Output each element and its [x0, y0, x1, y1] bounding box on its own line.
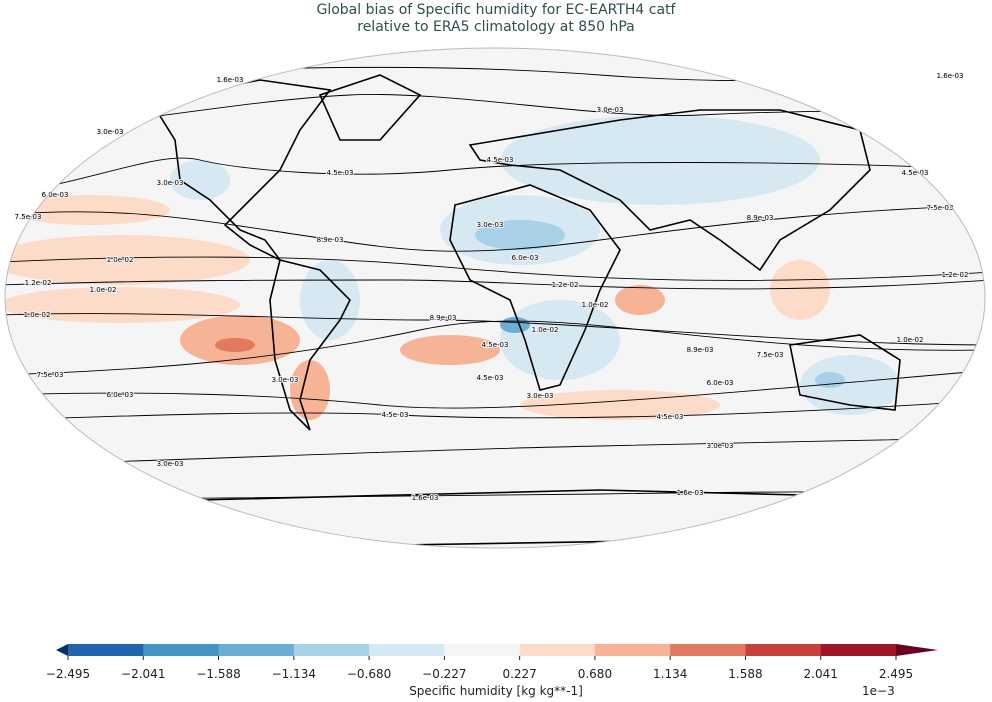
colorbar-segment [745, 644, 822, 656]
colorbar-segment [293, 644, 370, 656]
contour-label: 1.0e-02 [897, 336, 924, 344]
contour-label: 3.0e-03 [707, 442, 734, 450]
contour-lines [5, 66, 985, 501]
colorbar-segment [820, 644, 897, 656]
contour-label: 3.0e-03 [597, 106, 624, 114]
bias-map: 1.6e-03 1.6e-03 3.0e-03 3.0e-03 3.0e-03 4.5e-… [4, 47, 986, 549]
contour-label: 3.0e-03 [97, 128, 124, 136]
contour-label: 8.9e-03 [687, 346, 714, 354]
colorbar-tick-label: −2.495 [46, 667, 90, 681]
title-line-1: Global bias of Specific humidity for EC-… [316, 2, 676, 18]
contour-label: 4.5e-03 [477, 374, 504, 382]
contour-label: 1.6e-03 [937, 72, 964, 80]
colorbar-extend-low [56, 644, 68, 656]
colorbar-segment [143, 644, 220, 656]
contour-label: 1.0e-02 [532, 326, 559, 334]
map-border [4, 47, 986, 549]
contour-label: 7.5e-03 [927, 204, 954, 212]
colorbar-label: Specific humidity [kg kg**-1] [409, 684, 583, 698]
colorbar-tick-label: −0.680 [347, 667, 391, 681]
contour-label: 1.0e-02 [582, 301, 609, 309]
contour-label: 1.6e-03 [217, 76, 244, 84]
contour-label: 1.6e-03 [677, 489, 704, 497]
colorbar-segment [218, 644, 295, 656]
colorbar-tick-label: 1.134 [653, 667, 687, 681]
contour-label: 1.2e-02 [552, 281, 579, 289]
colorbar-tick-label: −2.041 [121, 667, 165, 681]
contour-label: 4.5e-03 [657, 413, 684, 421]
colorbar-segment [670, 644, 746, 656]
contour-label: 8.9e-03 [747, 214, 774, 222]
contour-label: 7.5e-03 [15, 213, 42, 221]
colorbar-segment [519, 644, 596, 656]
contour-label: 1.6e-03 [412, 494, 439, 502]
contour-label: 3.0e-03 [157, 460, 184, 468]
colorbar-tick-label: 0.227 [502, 667, 536, 681]
contour-label: 3.0e-03 [527, 392, 554, 400]
colorbar-extend-high [896, 644, 938, 656]
contour-label: 4.5e-03 [487, 156, 514, 164]
contour-label: 1.0e-02 [24, 311, 51, 319]
contour-label: 1.2e-02 [25, 279, 52, 287]
contour-label: 4.5e-03 [902, 169, 929, 177]
colorbar-tick-label: −1.134 [272, 667, 316, 681]
contour-label: 1.0e-02 [90, 286, 117, 294]
bias-fill [5, 115, 900, 420]
contour-label: 1.2e-02 [942, 271, 969, 279]
contour-label: 3.0e-03 [477, 221, 504, 229]
colorbar-exponent: 1e−3 [862, 684, 895, 698]
contour-label: 6.0e-03 [107, 391, 134, 399]
colorbar-segment [594, 644, 671, 656]
chart-title: Global bias of Specific humidity for EC-… [0, 2, 992, 36]
colorbar-tick-label: 2.495 [879, 667, 913, 681]
contour-label: 4.5e-03 [382, 411, 409, 419]
colorbar: −2.495 −2.041 −1.588 −1.134 −0.680 −0.227 0.22… [46, 644, 938, 681]
contour-label: 1.0e-02 [107, 256, 134, 264]
contour-label: 4.5e-03 [482, 341, 509, 349]
colorbar-segment [68, 644, 144, 656]
contour-label: 6.0e-03 [512, 254, 539, 262]
colorbar-segment [369, 644, 445, 656]
contour-label: 3.0e-03 [272, 376, 299, 384]
contour-label: 7.5e-03 [37, 371, 64, 379]
title-line-2: relative to ERA5 climatology at 850 hPa [357, 19, 635, 35]
contour-label: 4.5e-03 [327, 169, 354, 177]
colorbar-segment [444, 644, 521, 656]
contour-label: 6.0e-03 [707, 379, 734, 387]
contour-label: 7.5e-03 [757, 351, 784, 359]
contour-label: 8.9e-03 [430, 314, 457, 322]
contour-labels: 1.6e-03 1.6e-03 3.0e-03 3.0e-03 3.0e-03 4.5e-… [14, 71, 970, 503]
contour-label: 8.9e-03 [317, 236, 344, 244]
colorbar-tick-label: 2.041 [804, 667, 838, 681]
contour-label: 3.0e-03 [157, 179, 184, 187]
colorbar-tick-label: 1.588 [728, 667, 762, 681]
colorbar-tick-label: −1.588 [196, 667, 240, 681]
contour-label: 6.0e-03 [42, 191, 69, 199]
colorbar-tick-label: −0.227 [422, 667, 466, 681]
colorbar-tick-label: 0.680 [578, 667, 612, 681]
